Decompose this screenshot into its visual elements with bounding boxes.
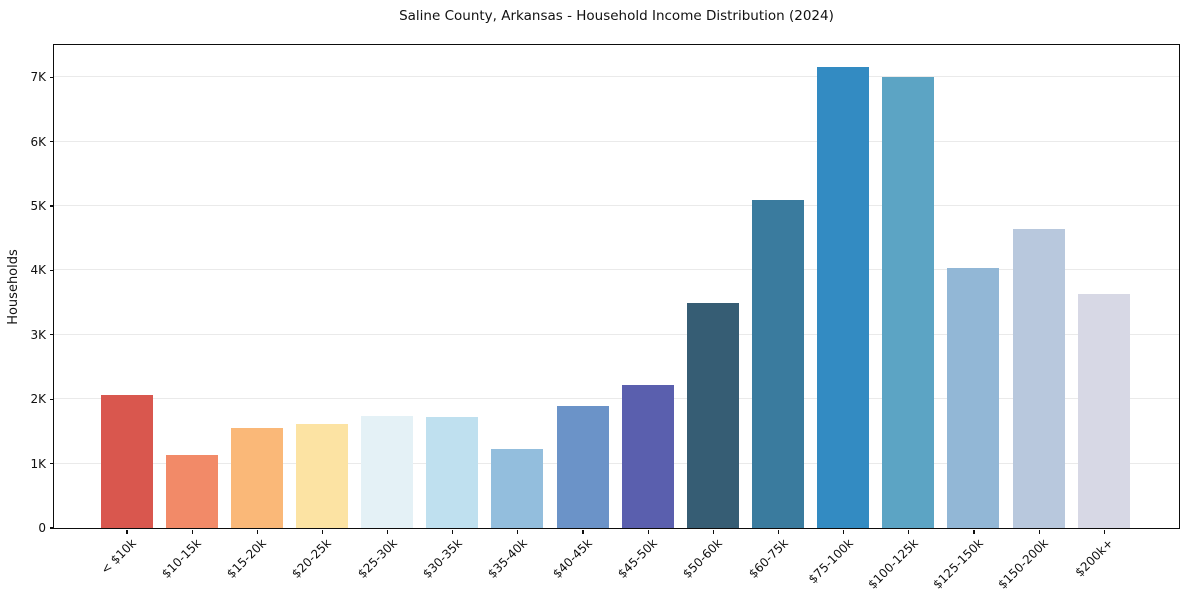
y-tick-mark-1000	[49, 463, 54, 465]
y-tick-mark-3000	[49, 334, 54, 336]
y-tick-label-5000: 5K	[30, 199, 46, 213]
x-tick-mark-0	[126, 529, 128, 534]
x-tick-label-0: < $10k	[98, 536, 139, 577]
bar-35-40k	[491, 448, 544, 528]
bar-60-75k	[752, 199, 804, 528]
y-tick-label-0: 0	[38, 521, 46, 535]
bar-100-125k	[882, 76, 935, 528]
x-tick-mark-1	[191, 529, 193, 534]
x-tick-mark-6	[517, 529, 519, 534]
bar-10-15k	[165, 454, 218, 528]
bar-75-100k	[817, 67, 870, 528]
x-tick-mark-3	[321, 529, 324, 534]
gridline-2000	[53, 398, 1179, 400]
bar-10k	[100, 395, 153, 528]
chart-title: Saline County, Arkansas - Household Inco…	[399, 8, 834, 24]
y-tick-label-3000: 3K	[30, 327, 46, 342]
y-tick-label-1000: 1K	[30, 456, 46, 471]
x-tick-mark-8	[647, 529, 649, 534]
x-tick-mark-10	[777, 529, 780, 534]
x-tick-mark-4	[387, 529, 389, 534]
y-tick-label-4000: 4K	[30, 263, 46, 278]
bar-45-50k	[621, 385, 674, 528]
gridline-3000	[53, 333, 1179, 335]
y-tick-mark-4000	[49, 269, 54, 271]
y-tick-label-2000: 2K	[30, 392, 46, 407]
bar-50-60k	[686, 302, 739, 528]
x-tick-mark-9	[712, 529, 714, 534]
x-tick-mark-12	[908, 529, 910, 534]
y-tick-label-6000: 6K	[30, 134, 46, 149]
bar-30-35k	[426, 417, 479, 528]
bar-20-25k	[295, 424, 348, 528]
y-tick-mark-5000	[49, 205, 54, 207]
gridline-4000	[53, 269, 1179, 271]
x-tick-mark-11	[843, 529, 845, 534]
x-tick-mark-5	[452, 529, 454, 534]
bar-200k+	[1077, 293, 1130, 528]
y-tick-mark-7000	[49, 76, 54, 78]
bar-125-150k	[947, 267, 1000, 528]
y-tick-mark-0	[49, 527, 54, 529]
bar-40-45k	[556, 406, 609, 528]
y-tick-mark-6000	[49, 141, 54, 143]
x-tick-mark-7	[582, 529, 584, 534]
gridline-1000	[53, 462, 1179, 464]
x-tick-mark-13	[973, 529, 975, 534]
plot-area	[52, 43, 1180, 529]
x-tick-mark-2	[256, 529, 258, 534]
bar-15-20k	[230, 427, 283, 528]
bar-150-200k	[1012, 228, 1065, 528]
y-tick-mark-2000	[49, 398, 54, 400]
bar-25-30k	[361, 416, 414, 528]
y-tick-label-7000: 7K	[30, 70, 46, 85]
gridline-5000	[53, 205, 1179, 206]
gridline-7000	[53, 76, 1179, 78]
x-tick-mark-15	[1103, 529, 1105, 534]
x-tick-mark-14	[1038, 529, 1040, 534]
gridline-6000	[53, 140, 1179, 142]
